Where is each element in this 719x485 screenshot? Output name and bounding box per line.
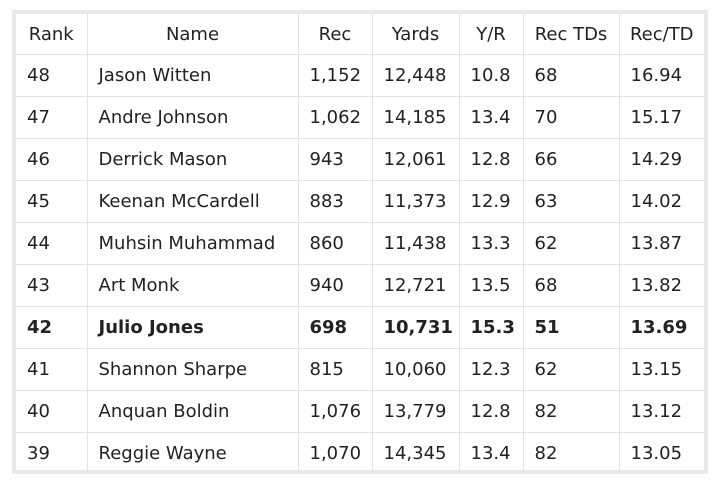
- table-row: 39 Reggie Wayne 1,070 14,345 13.4 82 13.05: [16, 432, 704, 474]
- cell-rec-per-td: 15.17: [619, 96, 704, 139]
- header-rec-per-td: Rec/TD: [619, 14, 704, 55]
- cell-yards-per-reception: 12.8: [459, 390, 524, 433]
- cell-name: Andre Johnson: [87, 96, 299, 139]
- cell-yards-per-reception: 13.4: [459, 96, 524, 139]
- table-row: 44 Muhsin Muhammad 860 11,438 13.3 62 13.87: [16, 222, 704, 265]
- cell-yards: 14,345: [372, 432, 460, 474]
- table-row: 42 Julio Jones 698 10,731 15.3 51 13.69: [16, 306, 704, 349]
- cell-rec-tds: 68: [523, 54, 620, 97]
- table-row: 41 Shannon Sharpe 815 10,060 12.3 62 13.15: [16, 348, 704, 391]
- cell-name: Jason Witten: [87, 54, 299, 97]
- cell-rec-per-td: 14.29: [619, 138, 704, 181]
- cell-rec-per-td: 14.02: [619, 180, 704, 223]
- cell-yards-per-reception: 12.8: [459, 138, 524, 181]
- cell-rec-per-td: 16.94: [619, 54, 704, 97]
- cell-rank: 46: [16, 138, 88, 181]
- cell-rec: 1,152: [298, 54, 373, 97]
- cell-rank: 44: [16, 222, 88, 265]
- cell-name: Reggie Wayne: [87, 432, 299, 474]
- table-row: 43 Art Monk 940 12,721 13.5 68 13.82: [16, 264, 704, 307]
- header-yards: Yards: [372, 14, 460, 55]
- cell-rec: 1,076: [298, 390, 373, 433]
- cell-yards: 11,373: [372, 180, 460, 223]
- header-name: Name: [87, 14, 299, 55]
- cell-yards: 12,061: [372, 138, 460, 181]
- cell-rank: 45: [16, 180, 88, 223]
- cell-name: Julio Jones: [87, 306, 299, 349]
- header-rec-tds: Rec TDs: [523, 14, 620, 55]
- cell-yards: 10,060: [372, 348, 460, 391]
- cell-yards-per-reception: 13.4: [459, 432, 524, 474]
- cell-yards: 12,448: [372, 54, 460, 97]
- cell-rec: 1,070: [298, 432, 373, 474]
- cell-rec-per-td: 13.82: [619, 264, 704, 307]
- table-body: 48 Jason Witten 1,152 12,448 10.8 68 16.94 47 An…: [16, 54, 704, 474]
- cell-rec-tds: 51: [523, 306, 620, 349]
- cell-rank: 42: [16, 306, 88, 349]
- cell-rec-per-td: 13.87: [619, 222, 704, 265]
- cell-yards-per-reception: 12.9: [459, 180, 524, 223]
- cell-rec: 1,062: [298, 96, 373, 139]
- cell-rec: 940: [298, 264, 373, 307]
- cell-yards-per-reception: 12.3: [459, 348, 524, 391]
- table-row: 48 Jason Witten 1,152 12,448 10.8 68 16.94: [16, 54, 704, 97]
- cell-rank: 39: [16, 432, 88, 474]
- cell-yards-per-reception: 13.5: [459, 264, 524, 307]
- cell-rec: 883: [298, 180, 373, 223]
- header-rank: Rank: [16, 14, 88, 55]
- cell-rank: 47: [16, 96, 88, 139]
- cell-rec: 815: [298, 348, 373, 391]
- cell-rec-per-td: 13.69: [619, 306, 704, 349]
- cell-rec: 860: [298, 222, 373, 265]
- cell-rec-tds: 62: [523, 348, 620, 391]
- cell-rec-tds: 63: [523, 180, 620, 223]
- cell-yards: 13,779: [372, 390, 460, 433]
- cell-name: Shannon Sharpe: [87, 348, 299, 391]
- cell-rank: 43: [16, 264, 88, 307]
- cell-rank: 48: [16, 54, 88, 97]
- cell-yards-per-reception: 15.3: [459, 306, 524, 349]
- cell-yards: 10,731: [372, 306, 460, 349]
- cell-rec-tds: 68: [523, 264, 620, 307]
- cell-yards: 14,185: [372, 96, 460, 139]
- cell-yards: 11,438: [372, 222, 460, 265]
- cell-rec-per-td: 13.12: [619, 390, 704, 433]
- cell-rec-tds: 62: [523, 222, 620, 265]
- cell-rec: 698: [298, 306, 373, 349]
- cell-name: Derrick Mason: [87, 138, 299, 181]
- cell-yards-per-reception: 13.3: [459, 222, 524, 265]
- cell-rec-per-td: 13.15: [619, 348, 704, 391]
- cell-rank: 41: [16, 348, 88, 391]
- cell-name: Anquan Boldin: [87, 390, 299, 433]
- table-row: 46 Derrick Mason 943 12,061 12.8 66 14.29: [16, 138, 704, 181]
- table-frame: Rank Name Rec Yards Y/R Rec TDs Rec/TD 4…: [12, 10, 708, 474]
- header-rec: Rec: [298, 14, 373, 55]
- header-row: Rank Name Rec Yards Y/R Rec TDs Rec/TD: [16, 14, 704, 55]
- cell-rec-per-td: 13.05: [630, 443, 683, 464]
- header-yards-per-reception: Y/R: [459, 14, 524, 55]
- cell-name: Muhsin Muhammad: [87, 222, 299, 265]
- cell-rec-tds: 82: [523, 432, 620, 474]
- table-row: 47 Andre Johnson 1,062 14,185 13.4 70 15.17: [16, 96, 704, 139]
- table-row: 45 Keenan McCardell 883 11,373 12.9 63 14.02: [16, 180, 704, 223]
- cell-yards-per-reception: 10.8: [459, 54, 524, 97]
- cell-yards: 12,721: [372, 264, 460, 307]
- cell-rec-tds: 82: [523, 390, 620, 433]
- cell-name: Art Monk: [87, 264, 299, 307]
- cell-rank: 40: [16, 390, 88, 433]
- cell-rec-tds: 66: [523, 138, 620, 181]
- cell-rec-tds: 70: [523, 96, 620, 139]
- cell-rec: 943: [298, 138, 373, 181]
- cell-name: Keenan McCardell: [87, 180, 299, 223]
- receiving-stats-table: Rank Name Rec Yards Y/R Rec TDs Rec/TD 4…: [16, 14, 704, 474]
- table-row: 40 Anquan Boldin 1,076 13,779 12.8 82 13.12: [16, 390, 704, 433]
